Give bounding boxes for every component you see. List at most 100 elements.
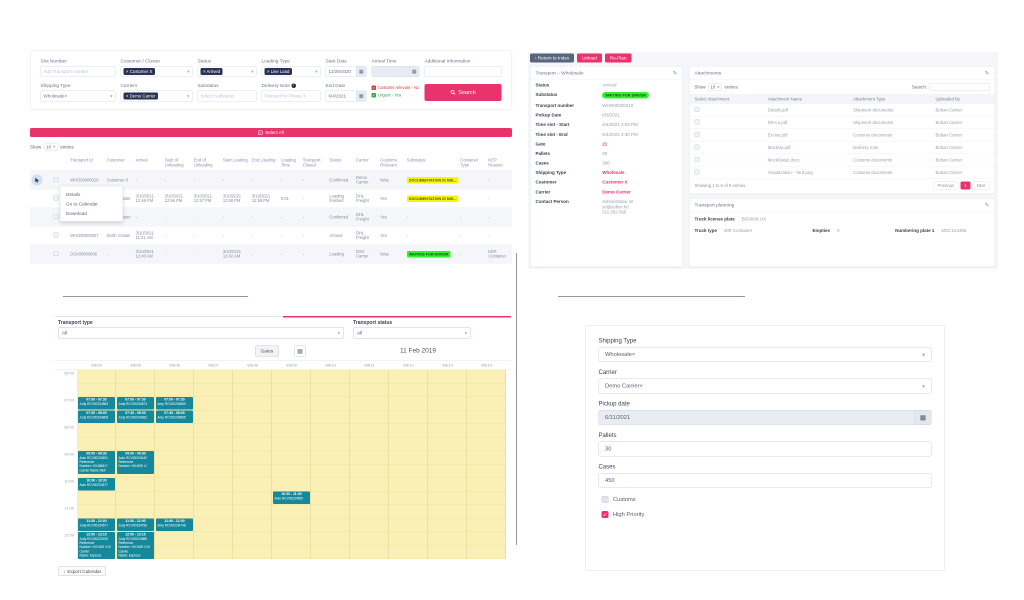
column-header[interactable]: Status [327, 154, 355, 171]
attachment-row[interactable]: Visualization - Yard.png Customs documen… [689, 166, 995, 179]
customer-cluster-select[interactable]: × Customer X ▾ [120, 66, 193, 77]
attachment-checkbox[interactable] [694, 169, 700, 175]
attachment-row[interactable]: MockData2.docx Customs documents Boban C… [689, 153, 995, 167]
calendar-icon[interactable]: ▦ [409, 66, 419, 77]
transport-row[interactable]: DSV00000006 - 3/10/2021 12:40 AM - - 3/1… [30, 244, 512, 264]
column-header[interactable]: Customs Relevant [378, 154, 406, 171]
attachment-row[interactable]: Details.pdf Shipment documents Boban Car… [689, 104, 995, 117]
pickup-date-input[interactable]: 6/11/2021 [598, 410, 915, 425]
attachments-search-input[interactable] [929, 83, 990, 91]
loading-type-select[interactable]: × Live Load ▾ [261, 66, 321, 77]
cases-input[interactable] [605, 477, 925, 484]
arrival-time-input[interactable]: ▦ [371, 66, 420, 77]
calendar-view-button[interactable]: ▦ [294, 345, 306, 357]
column-header[interactable]: End Loading [250, 154, 280, 171]
column-header[interactable]: Arrival [134, 154, 164, 171]
attachment-name[interactable]: MockUp.pdf [762, 141, 849, 154]
page-size-select[interactable]: 10 ▾ [43, 143, 58, 151]
toolbar-button[interactable]: ‹ Return to Index [530, 53, 575, 63]
context-menu-item[interactable]: Download [66, 210, 87, 217]
column-header[interactable]: Container Type [458, 154, 487, 171]
column-header[interactable]: Transport Closed [301, 154, 328, 171]
attachment-row[interactable]: MockUp.pdf Delivery note Boban Carrier [689, 141, 995, 154]
column-header[interactable]: Transport Id [68, 154, 106, 171]
context-menu-item[interactable]: Details [66, 191, 81, 198]
edit-icon[interactable]: ✎ [984, 201, 990, 209]
transport-row[interactable]: WHO00000007 North Cluster 3/10/2021 11:2… [30, 226, 512, 245]
calendar-event[interactable]: 07:30 - 08:00 Amy RCV00234855 [156, 410, 193, 423]
calendar-event[interactable]: 07:30 - 08:00 Jody RCV00234832 [117, 410, 154, 423]
row-checkbox[interactable] [53, 214, 59, 219]
shipping-type-select[interactable]: Wholesale× ▾ [598, 347, 932, 362]
row-checkbox[interactable] [53, 251, 59, 256]
row-actions-button[interactable] [31, 174, 43, 186]
calendar-icon[interactable]: ▦ [356, 91, 366, 101]
calendar-event[interactable]: 09:00 - 09:30 Auto RCV00234440 Reference Nu… [117, 451, 154, 474]
row-checkbox[interactable] [53, 195, 59, 201]
column-header[interactable]: Substatus [405, 154, 459, 171]
gates-button[interactable]: Gates [255, 345, 279, 357]
attachment-checkbox[interactable] [694, 144, 700, 150]
attachment-checkbox[interactable] [694, 132, 700, 137]
transport-status-select[interactable]: All ▾ [353, 327, 471, 339]
carrier-select[interactable]: Demo Carrier× ▾ [598, 378, 932, 394]
calendar-event[interactable]: 11:30 - 12:00 Jody RCV00234750 [117, 518, 154, 531]
edit-icon[interactable]: ✎ [984, 69, 990, 77]
attachment-checkbox[interactable] [694, 157, 700, 162]
calendar-event[interactable]: 07:00 - 07:30 Jody RCV00234863 [78, 397, 115, 410]
attachment-name[interactable]: Details.pdf [762, 104, 849, 117]
column-header[interactable]: Attachment Name [762, 94, 849, 104]
row-checkbox[interactable] [53, 232, 59, 238]
checkbox[interactable] [601, 511, 609, 518]
toolbar-button[interactable]: Re-Plan [604, 53, 632, 63]
calendar-event[interactable]: 10:30 - 11:00 Auto RCV00234559 [273, 491, 310, 504]
carriers-select[interactable]: × Demo Carrier ▾ [120, 90, 193, 102]
column-header[interactable]: End of Unloading [192, 154, 222, 171]
column-header[interactable]: Start Loading [221, 154, 251, 171]
export-calendar-button[interactable]: ↓ Export Calendar [58, 566, 107, 576]
search-button[interactable]: Search [424, 84, 502, 101]
attachment-name[interactable]: Visualization - Yard.png [762, 166, 849, 179]
previous-page-button[interactable]: Previous [933, 181, 959, 190]
transport-type-select[interactable]: All ▾ [58, 327, 344, 339]
column-header[interactable]: Carrier [354, 154, 379, 171]
column-header[interactable]: Start of Unloading [163, 154, 193, 171]
checkbox[interactable] [601, 496, 609, 503]
column-header[interactable]: KEP Reason [486, 154, 512, 171]
calendar-icon[interactable]: ▦ [914, 410, 932, 425]
substatus-input[interactable] [200, 93, 254, 99]
transport-row[interactable]: WHO00000010 Customer X - - - - - - - Con… [30, 170, 512, 190]
status-select[interactable]: × Arrived ▾ [197, 66, 257, 77]
start-date-input[interactable]: 12/29/2020 ▦ [325, 66, 367, 77]
edit-icon[interactable]: ✎ [672, 69, 678, 77]
additional-information-input[interactable] [427, 69, 499, 74]
attachment-name[interactable]: MockData2.docx [762, 153, 849, 167]
row-checkbox[interactable] [53, 177, 59, 182]
calendar-event[interactable]: 11:30 - 12:00 Amy RCV00234748 [156, 518, 193, 531]
next-page-button[interactable]: Next [972, 181, 990, 190]
delivery-note-input[interactable] [264, 93, 318, 99]
end-date-input[interactable]: 6/4/2021 ▦ [325, 90, 367, 102]
attachment-name[interactable]: DN-Lu.pdf [762, 116, 849, 129]
calendar-event[interactable]: 11:30 - 12:00 Jody RCV00234577 [78, 518, 115, 531]
calendar-event[interactable]: 07:00 - 07:30 Amy RCV00234869 [156, 397, 193, 410]
slot-number-input[interactable] [43, 69, 113, 74]
attachment-name[interactable]: Excise.pdf [762, 128, 849, 142]
column-header[interactable]: Loading Time [279, 154, 302, 171]
context-menu-item[interactable]: Go to Calendar [66, 201, 98, 207]
column-header[interactable]: Attachment Type [848, 94, 931, 104]
shipping-type-select[interactable]: Wholesale× ▾ [40, 90, 116, 102]
calendar-event[interactable]: 10:00 - 10:30 Auto RCV00234577 [78, 478, 115, 491]
select-all-button[interactable]: ✓ Select All [30, 128, 512, 137]
calendar-grid[interactable]: 07:00 - 07:30 Jody RCV00234863 07:00 - 07:… [77, 370, 506, 559]
pallets-input[interactable] [605, 446, 925, 452]
calendar-event[interactable]: 12:00 - 13:15 Jody RCV00222425 Reference Nu… [78, 532, 115, 559]
calendar-event[interactable]: 07:00 - 07:30 Jody RCV00234873 [117, 397, 154, 410]
toolbar-button[interactable]: Unload [577, 53, 602, 63]
attachment-checkbox[interactable] [694, 119, 700, 125]
attachment-row[interactable]: Excise.pdf Customs documents Boban Carri… [689, 128, 995, 142]
calendar-icon[interactable]: ▦ [356, 66, 366, 77]
attachments-page-size-select[interactable]: 10 ▾ [708, 83, 723, 91]
page-number-button[interactable]: 1 [960, 181, 971, 190]
attachment-row[interactable]: DN-Lu.pdf Shipment documents Boban Carri… [689, 116, 995, 129]
